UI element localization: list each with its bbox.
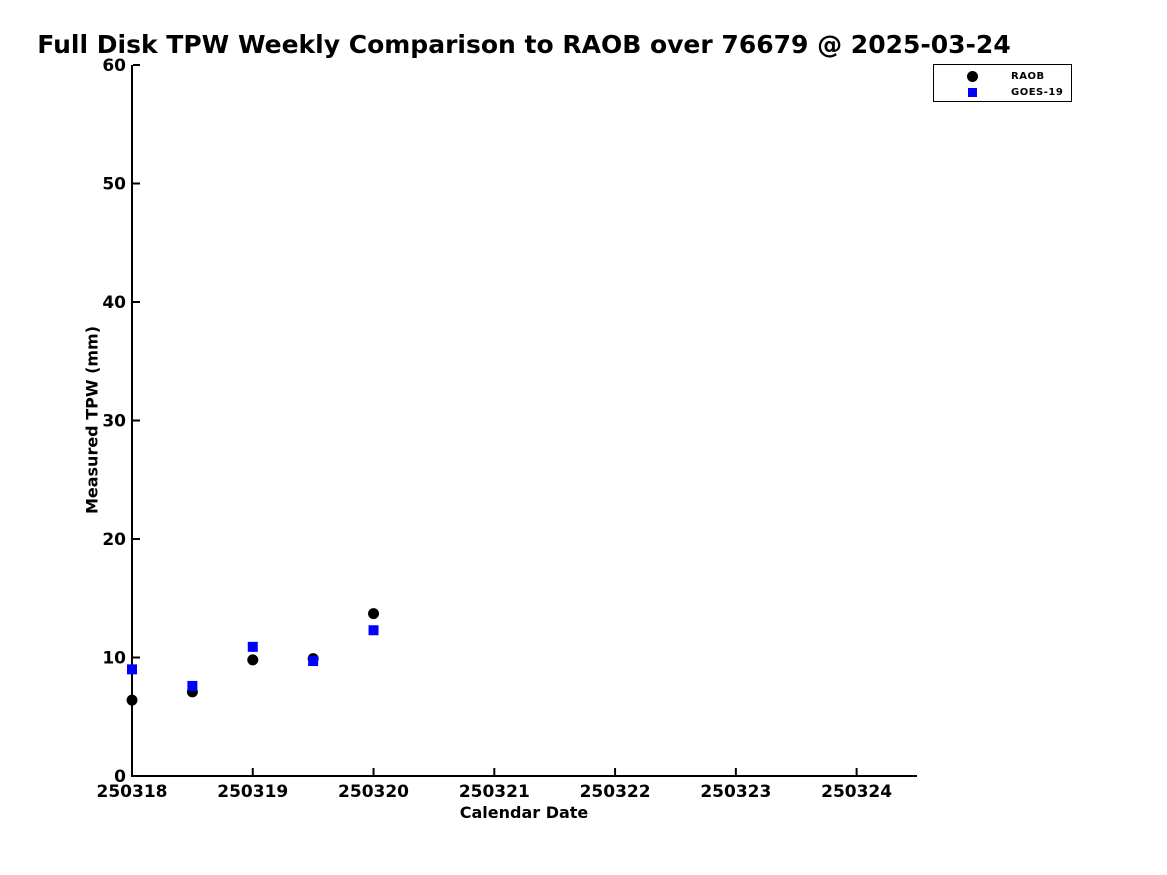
y-tick-label: 60 [102, 56, 126, 76]
raob-circle-marker-icon [967, 70, 978, 82]
raob-data-point [126, 694, 138, 706]
x-tick-label: 250320 [338, 782, 409, 802]
y-tick-label: 0 [114, 767, 126, 787]
y-tick-label: 30 [102, 412, 126, 432]
y-axis-label: Measured TPW (mm) [82, 325, 102, 515]
x-tick-label: 250319 [217, 782, 288, 802]
raob-data-point [368, 608, 380, 620]
legend-label-goes19: GOES-19 [1011, 86, 1064, 98]
y-tick-label: 10 [102, 649, 126, 669]
legend-marker-cell [934, 70, 1011, 82]
y-tick-label: 40 [102, 293, 126, 313]
x-tick-label: 250321 [459, 782, 530, 802]
goes-19-data-point [247, 641, 258, 652]
chart-title: Full Disk TPW Weekly Comparison to RAOB … [37, 30, 1011, 59]
x-tick-label: 250323 [700, 782, 771, 802]
raob-data-point [247, 654, 259, 666]
goes-19-data-point [308, 656, 319, 667]
legend-marker-cell [934, 87, 1011, 97]
legend-item-raob: RAOB [934, 68, 1071, 84]
legend-label-raob: RAOB [1011, 70, 1045, 82]
y-tick-label: 20 [102, 530, 126, 550]
y-tick-label: 50 [102, 175, 126, 195]
legend: RAOB GOES-19 [933, 64, 1072, 102]
goes19-square-marker-icon [968, 87, 977, 97]
x-tick-label: 250322 [580, 782, 651, 802]
x-tick-label: 250324 [821, 782, 892, 802]
goes-19-data-point [127, 664, 137, 675]
x-axis-label: Calendar Date [459, 803, 589, 822]
legend-item-goes19: GOES-19 [934, 84, 1071, 100]
goes-19-data-point [187, 680, 198, 691]
goes-19-data-point [368, 625, 379, 636]
x-tick-label: 250318 [97, 782, 168, 802]
